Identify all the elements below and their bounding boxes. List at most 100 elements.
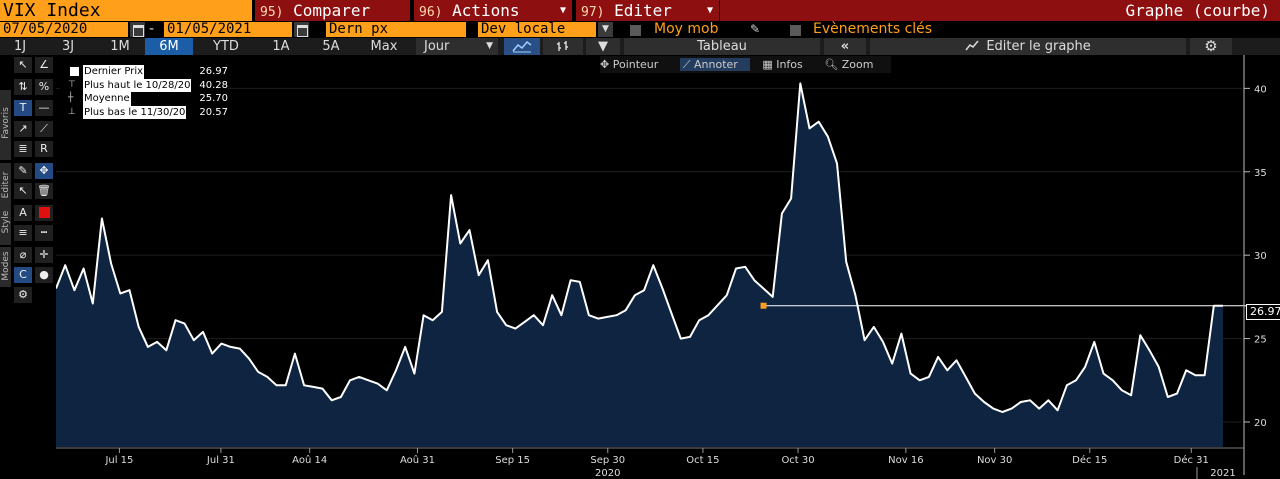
info-mode-label: Infos [776,58,803,71]
line-chart-icon[interactable] [504,38,540,55]
period-1y[interactable]: 1A [272,39,290,54]
annotate-mode-button[interactable]: ⟋ Annoter [679,58,750,71]
edit-menu-button[interactable]: 97) Editer ▼ [576,0,719,21]
select-tool-icon[interactable]: ↖ [14,183,32,199]
collapse-panel-button[interactable]: « [824,38,866,55]
edit-dropdown-icon: ▼ [706,5,713,16]
period-1m[interactable]: 1M [110,39,130,54]
x-axis-tick-label: Nov 30 [977,455,1012,466]
x-axis-tick-label: Oct 30 [781,455,814,466]
price-chart[interactable]: 20 25 30 35 40 Jul 15 Jul 31 Aoû 14 Aoû 31 Sep 15… [56,55,1280,479]
legend-high-label: Plus haut le 10/28/20 [83,78,192,92]
reference-line-start-marker [760,302,767,309]
horizontal-line-icon[interactable]: — [35,100,53,116]
legend-average-value: 25.70 [199,93,228,104]
legend-swatch [70,67,79,76]
eraser-icon[interactable]: ⌀ [14,247,32,263]
legend-row-average: ┼ Moyenne 25.70 [60,92,228,106]
key-events-label: Evènements clés [813,21,933,37]
side-tab-edit-label: Editer [1,171,11,199]
side-tab-favorites[interactable]: Favoris [0,90,11,160]
start-calendar-icon[interactable] [130,22,145,37]
edit-graph-button[interactable]: Editer le graphe [870,38,1186,55]
period-max[interactable]: Max [370,39,398,54]
fibonacci-tool-icon[interactable]: ⇅ [14,79,32,95]
side-tab-edit[interactable]: Editer [0,163,11,211]
percent-tool-icon[interactable]: % [35,79,53,95]
graph-type-title: Graphe (courbe) [720,0,1280,21]
trend-line-icon[interactable]: ↗ [14,121,32,137]
pen-tool-icon[interactable]: ✎ [14,163,32,179]
legend-average-label: Moyenne [83,92,131,106]
chart-type-dropdown-icon[interactable]: ▼ [586,38,620,55]
security-ticker-field[interactable]: VIX Index [0,0,252,21]
pointer-tool-icon[interactable]: ↖ [14,57,32,73]
pointer-mode-button[interactable]: ✥ Pointeur [600,58,659,71]
start-date-field[interactable]: 07/05/2020 [0,22,128,37]
line-weight-icon[interactable]: ≡ [14,225,32,241]
crosshair-icon[interactable]: ✛ [35,247,53,263]
high-marker-icon: ⊤ [68,79,76,90]
draw-line-tool-icon[interactable]: ∠ [35,57,53,73]
side-tab-style-label: Style [1,210,11,234]
frequency-select[interactable]: Jour ▼ [416,38,498,55]
side-tab-modes-label: Modes [1,251,11,281]
font-style-icon[interactable]: A [14,205,32,221]
moving-average-label: Moy mob [654,21,719,37]
low-marker-icon: ⊥ [68,106,76,117]
x-axis-tick-label: Aoû 31 [400,454,435,466]
channel-tool-icon[interactable]: ≣ [14,141,32,157]
info-mode-button[interactable]: ▦ Infos [762,58,803,71]
end-date-field[interactable]: 01/05/2021 [164,22,292,37]
edit-graph-label: Editer le graphe [986,39,1091,54]
actions-menu-label: Actions [452,1,520,20]
currency-dropdown-icon[interactable]: ▼ [598,22,613,37]
move-tool-icon[interactable]: ✥ [35,163,53,179]
x-axis-tick-label: Déc 15 [1072,454,1107,466]
color-picker-icon[interactable] [35,205,53,221]
end-calendar-icon[interactable] [294,22,309,37]
table-button[interactable]: Tableau [624,38,820,55]
text-tool-icon[interactable]: T [14,100,32,116]
actions-dropdown-icon: ▼ [559,5,566,16]
period-3d[interactable]: 3J [61,39,75,54]
legend-row-high: ⊤ Plus haut le 10/28/20 40.28 [60,78,228,92]
period-1d[interactable]: 1J [13,39,27,54]
ray-tool-icon[interactable]: ⟋ [35,121,53,137]
currency-select[interactable]: Dev locale [478,22,596,37]
actions-menu-button[interactable]: 96) Actions ▼ [414,0,572,21]
legend-low-label: Plus bas le 11/30/20 [83,105,187,119]
side-tab-style[interactable]: Style [0,203,11,245]
x-axis-tick-label: Déc 31 [1174,454,1209,466]
key-events-checkbox[interactable] [790,25,801,36]
y-axis-tick-label: 20 [1254,418,1267,429]
compare-menu-button[interactable]: 95) Comparer [255,0,410,21]
edit-menu-label: Editer [614,1,672,20]
bar-chart-icon[interactable] [543,38,583,55]
side-tab-modes[interactable]: Modes [0,247,11,287]
color-mode-icon[interactable]: ● [35,267,53,283]
price-field-select[interactable]: Dern px [326,22,466,37]
period-toolbar: 1J 3J 1M 6M YTD 1A 5A Max Jour ▼ ▼ Table… [0,38,1280,55]
line-style-icon[interactable]: ┅ [35,225,53,241]
toolbar-settings-icon[interactable]: ⚙ [14,287,32,303]
x-axis-year-label: 2021 [1210,468,1235,479]
edit-graph-icon [965,40,979,51]
settings-gear-icon[interactable]: ⚙ [1190,38,1232,55]
zoom-mode-button[interactable]: 🔍︎ Zoom [824,58,874,71]
period-ytd[interactable]: YTD [213,39,239,54]
title-bar: VIX Index 95) Comparer 96) Actions ▼ 97)… [0,0,1280,21]
mode-c-icon[interactable]: C [14,267,32,283]
period-6m[interactable]: 6M [145,38,193,55]
legend-row-last-price: Dernier Prix 26.97 [60,65,228,79]
regression-tool-icon[interactable]: R [35,141,53,157]
pencil-icon[interactable]: ✎ [750,22,761,36]
x-axis-tick-label: Sep 30 [590,455,625,466]
trash-icon[interactable]: 🗑 [35,183,53,199]
period-5y[interactable]: 5A [322,39,340,54]
compare-menu-number: 95) [260,5,284,20]
edit-menu-number: 97) [581,5,605,20]
moving-average-checkbox[interactable] [630,25,641,36]
x-axis-tick-label: Jul 15 [104,455,133,466]
chart-canvas[interactable]: 20 25 30 35 40 Jul 15 Jul 31 Aoû 14 Aoû 31 Sep 15… [56,55,1280,479]
